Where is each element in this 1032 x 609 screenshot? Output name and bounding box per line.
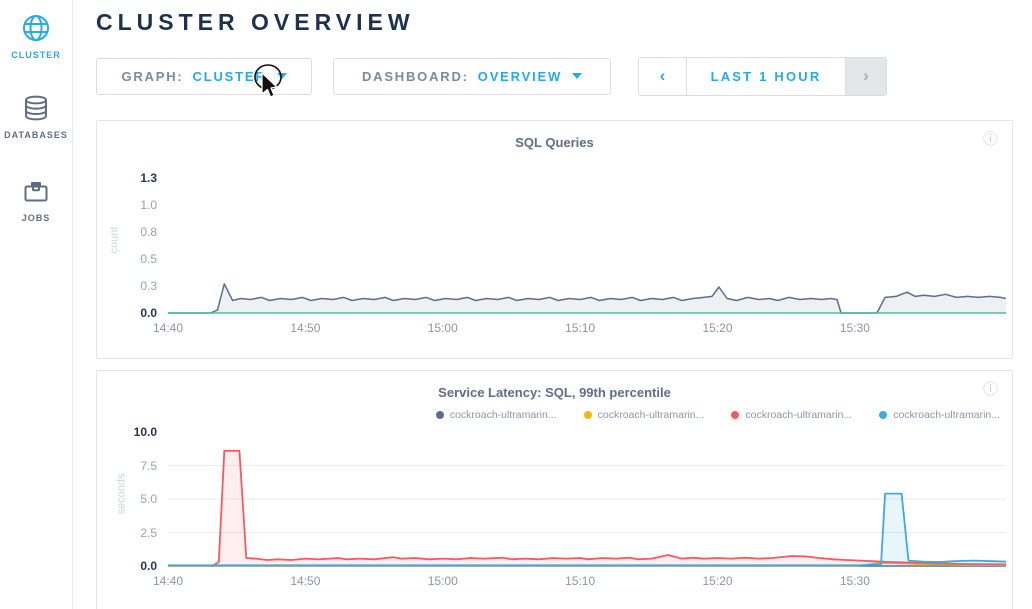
briefcase-icon (24, 182, 48, 202)
graph-dropdown-value: CLUSTER (192, 68, 267, 84)
chart-title: Service Latency: SQL, 99th percentile (438, 385, 671, 400)
y-tick-label: 2.5 (140, 525, 157, 540)
x-tick-label: 15:20 (702, 574, 733, 588)
chart-canvas (167, 449, 1007, 567)
database-icon (25, 95, 47, 121)
y-tick-label: 1.0 (140, 198, 157, 212)
x-tick-label: 14:40 (152, 574, 184, 588)
y-tick-label: 7.5 (140, 458, 157, 473)
chevron-down-icon (572, 73, 583, 79)
dashboard-dropdown-value: OVERVIEW (477, 68, 563, 84)
series-line-node-blue (167, 492, 1007, 567)
main-content: CLUSTER OVERVIEW GRAPH: CLUSTER DASHBOAR… (73, 0, 1032, 609)
time-next-button[interactable]: › (845, 57, 886, 95)
legend-dot-icon (583, 411, 592, 419)
legend: cockroach-ultramarin... cockroach-ultrama… (97, 408, 1012, 422)
globe-icon (23, 15, 49, 41)
sidebar-item-label: DATABASES (4, 130, 68, 140)
legend-label: cockroach-ultramarin... (745, 409, 853, 421)
time-prev-button[interactable]: ‹ (639, 57, 687, 95)
panel-header: Service Latency: SQL, 99th percentile ⓘ (97, 371, 1012, 402)
legend-item[interactable]: cockroach-ultramarin... (583, 409, 705, 421)
legend-dot-icon (435, 411, 444, 419)
y-tick-label: 1.3 (140, 171, 157, 185)
controls-bar: GRAPH: CLUSTER DASHBOARD: OVERVIEW ‹ LAS… (96, 56, 1032, 96)
legend-item[interactable]: cockroach-ultramarin... (879, 409, 1000, 421)
chevron-down-icon (276, 73, 287, 79)
chart-title: SQL Queries (515, 135, 594, 150)
x-tick-label: 14:50 (290, 321, 321, 335)
sidebar-item-databases[interactable]: DATABASES (0, 93, 72, 140)
x-tick-label: 15:00 (427, 321, 458, 335)
time-range-button[interactable]: LAST 1 HOUR (710, 68, 822, 84)
y-tick-label: 0.0 (140, 559, 157, 573)
sidebar-item-label: CLUSTER (11, 50, 61, 60)
dashboard-dropdown[interactable]: DASHBOARD: OVERVIEW (333, 57, 611, 95)
legend-dot-icon (731, 411, 740, 419)
x-tick-label: 15:10 (565, 321, 596, 335)
series-line-node-red (211, 449, 1007, 567)
series-area-node-blue (168, 493, 1006, 566)
legend-label: cockroach-ultramarin... (597, 409, 705, 421)
plot-area[interactable] (167, 430, 1007, 574)
graph-dropdown-label: GRAPH: (121, 68, 184, 84)
sidebar: CLUSTER DATABASES JOBS (0, 0, 73, 609)
y-tick-label: 0.3 (140, 279, 157, 293)
y-tick-label: 0.0 (140, 306, 157, 320)
x-tick-label: 15:30 (839, 574, 870, 588)
sidebar-item-cluster[interactable]: CLUSTER (0, 13, 72, 60)
service-latency-chart: seconds 10.0 7.5 5.0 2.5 0.0 14:40 14:50 15:00… (97, 425, 1012, 598)
x-tick-label: 14:40 (152, 321, 184, 335)
x-tick-label: 15:10 (565, 574, 596, 588)
legend-dot-icon (879, 411, 888, 419)
x-tick-label: 15:00 (427, 574, 458, 588)
sidebar-item-label: JOBS (21, 213, 51, 223)
x-tick-label: 14:50 (290, 574, 321, 588)
panel-header: SQL Queries ⓘ (97, 121, 1012, 152)
page-title: CLUSTER OVERVIEW (96, 9, 415, 35)
legend-label: cockroach-ultramarin... (893, 409, 1000, 421)
x-tick-label: 15:30 (839, 321, 870, 335)
x-tick-label: 15:20 (702, 321, 733, 335)
graph-dropdown[interactable]: GRAPH: CLUSTER (96, 57, 312, 95)
legend-label: cockroach-ultramarin... (449, 409, 557, 421)
legend-item[interactable]: cockroach-ultramarin... (435, 409, 557, 421)
time-range-selector: ‹ LAST 1 HOUR › (638, 56, 887, 96)
legend-item[interactable]: cockroach-ultramarin... (731, 409, 852, 421)
sql-queries-chart: count 1.3 1.0 0.8 0.5 0.3 0.0 14:40 14:50 15:00… (97, 171, 1012, 344)
y-tick-label: 5.0 (140, 492, 157, 506)
plot-area[interactable] (167, 176, 1007, 321)
y-axis-ticks: 1.3 1.0 0.8 0.5 0.3 0.0 (97, 171, 157, 344)
chart-panel-service-latency: Service Latency: SQL, 99th percentile ⓘ … (96, 370, 1013, 609)
info-icon[interactable]: ⓘ (982, 131, 998, 148)
sidebar-item-jobs[interactable]: JOBS (0, 176, 72, 223)
y-axis-ticks: 10.0 7.5 5.0 2.5 0.0 (97, 425, 157, 598)
y-tick-label: 0.8 (140, 225, 157, 239)
chart-canvas (167, 283, 1007, 314)
chart-panel-sql-queries: SQL Queries ⓘ count 1.3 1.0 0.8 0.5 0.3 0.0 1… (96, 120, 1013, 359)
info-icon[interactable]: ⓘ (982, 381, 998, 398)
y-tick-label: 10.0 (133, 425, 157, 439)
dashboard-dropdown-label: DASHBOARD: (361, 68, 469, 84)
y-tick-label: 0.5 (140, 252, 157, 266)
